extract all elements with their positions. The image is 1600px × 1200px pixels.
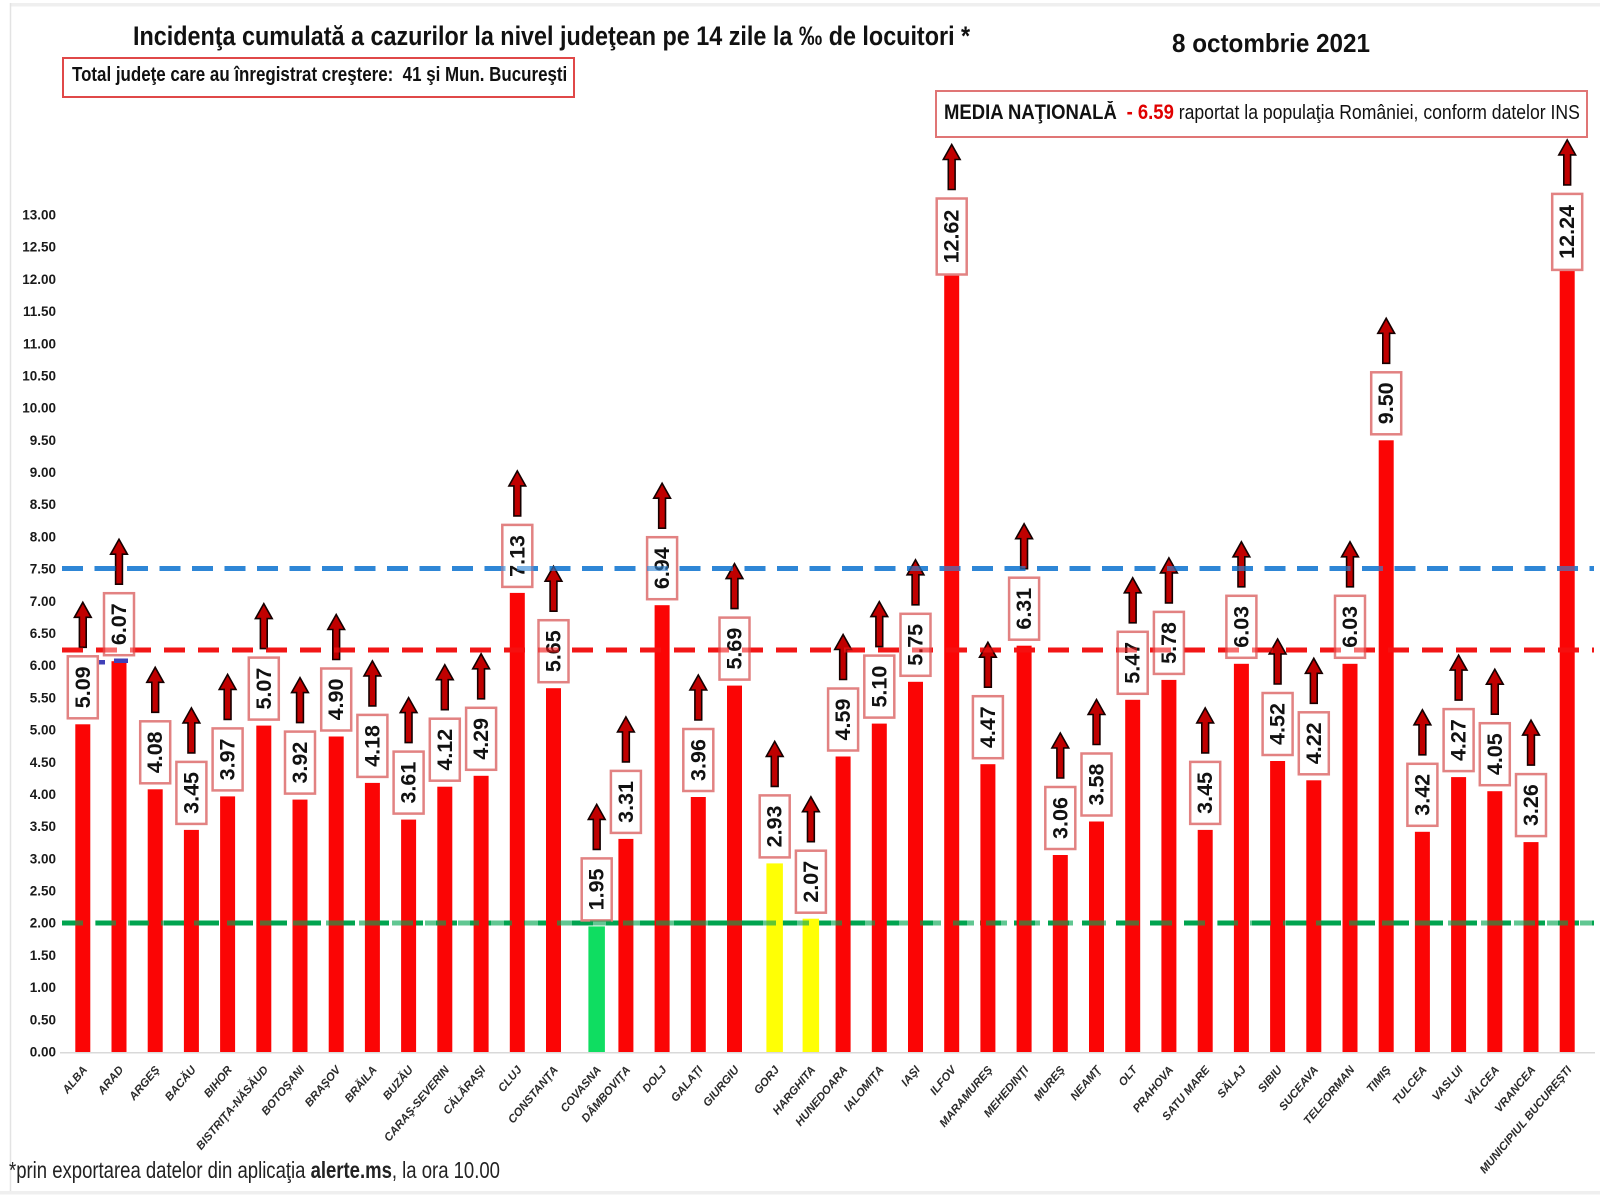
svg-text:3.31: 3.31 [614, 781, 638, 823]
svg-text:GIURGIU: GIURGIU [701, 1064, 742, 1110]
svg-text:4.12: 4.12 [433, 729, 457, 771]
svg-text:6.31: 6.31 [1012, 588, 1036, 630]
svg-text:13.00: 13.00 [22, 208, 56, 223]
svg-text:2.93: 2.93 [763, 805, 787, 847]
svg-text:4.27: 4.27 [1447, 719, 1471, 761]
svg-text:2.50: 2.50 [30, 884, 56, 899]
svg-text:IAŞI: IAŞI [899, 1064, 923, 1089]
svg-text:TULCEA: TULCEA [1391, 1064, 1430, 1107]
svg-text:SIBIU: SIBIU [1256, 1064, 1285, 1096]
svg-text:4.90: 4.90 [324, 679, 348, 721]
svg-text:4.18: 4.18 [360, 725, 384, 767]
svg-text:VASLUI: VASLUI [1430, 1064, 1466, 1104]
svg-text:12.00: 12.00 [22, 272, 56, 287]
svg-text:3.06: 3.06 [1048, 797, 1072, 839]
svg-text:7.50: 7.50 [30, 562, 56, 577]
svg-text:8.00: 8.00 [30, 529, 56, 544]
svg-text:4.29: 4.29 [469, 718, 493, 760]
svg-text:12.24: 12.24 [1555, 205, 1579, 259]
svg-text:12.62: 12.62 [940, 210, 964, 264]
svg-text:BRAŞOV: BRAŞOV [303, 1063, 344, 1109]
svg-text:3.00: 3.00 [30, 851, 56, 866]
svg-text:5.09: 5.09 [71, 666, 95, 708]
svg-text:1.50: 1.50 [30, 948, 56, 963]
svg-text:3.92: 3.92 [288, 742, 312, 784]
svg-text:BUZĂU: BUZĂU [380, 1063, 416, 1102]
svg-text:ARGEŞ: ARGEŞ [127, 1064, 163, 1104]
svg-text:5.00: 5.00 [30, 723, 56, 738]
svg-text:OLT: OLT [1117, 1063, 1141, 1088]
svg-text:4.05: 4.05 [1483, 733, 1507, 775]
svg-text:BIHOR: BIHOR [202, 1064, 235, 1100]
svg-text:3.96: 3.96 [686, 739, 710, 781]
svg-text:SĂLAJ: SĂLAJ [1215, 1063, 1249, 1100]
svg-text:DOLJ: DOLJ [641, 1064, 670, 1095]
svg-text:10.50: 10.50 [22, 369, 56, 384]
svg-text:8.50: 8.50 [30, 497, 56, 512]
svg-text:9.00: 9.00 [30, 465, 56, 480]
svg-text:4.50: 4.50 [30, 755, 56, 770]
svg-text:6.07: 6.07 [107, 603, 131, 645]
svg-text:5.50: 5.50 [30, 690, 56, 705]
svg-text:6.03: 6.03 [1338, 606, 1362, 648]
svg-text:BACĂU: BACĂU [162, 1063, 199, 1103]
svg-text:NEAMŢ: NEAMŢ [1069, 1063, 1105, 1103]
svg-text:3.42: 3.42 [1410, 774, 1434, 816]
svg-text:BRĂILA: BRĂILA [342, 1064, 380, 1105]
svg-text:3.97: 3.97 [216, 738, 240, 780]
svg-text:2.07: 2.07 [799, 861, 823, 903]
svg-text:ALBA: ALBA [60, 1064, 90, 1097]
svg-text:5.78: 5.78 [1157, 622, 1181, 664]
svg-text:3.45: 3.45 [179, 772, 203, 814]
svg-text:4.52: 4.52 [1266, 703, 1290, 745]
svg-text:11.00: 11.00 [23, 336, 56, 351]
svg-text:1.95: 1.95 [585, 868, 609, 910]
svg-text:5.10: 5.10 [867, 666, 891, 708]
svg-text:6.00: 6.00 [30, 658, 56, 673]
svg-text:9.50: 9.50 [1374, 382, 1398, 424]
svg-text:ARAD: ARAD [95, 1064, 126, 1098]
svg-text:7.00: 7.00 [30, 594, 56, 609]
svg-text:4.08: 4.08 [143, 731, 167, 773]
svg-text:CLUJ: CLUJ [496, 1064, 525, 1095]
svg-text:0.50: 0.50 [30, 1012, 56, 1027]
svg-text:GALAŢI: GALAŢI [669, 1064, 706, 1105]
svg-text:4.00: 4.00 [30, 787, 56, 802]
svg-text:10.00: 10.00 [22, 401, 56, 416]
svg-text:CARAŞ-SEVERIN: CARAŞ-SEVERIN [382, 1064, 452, 1145]
svg-text:9.50: 9.50 [30, 433, 56, 448]
svg-text:3.26: 3.26 [1519, 784, 1543, 826]
svg-text:4.22: 4.22 [1302, 722, 1326, 764]
svg-text:4.47: 4.47 [976, 706, 1000, 748]
svg-text:ILFOV: ILFOV [928, 1063, 960, 1097]
svg-text:5.75: 5.75 [904, 624, 928, 666]
svg-text:5.07: 5.07 [252, 668, 276, 710]
svg-text:11.50: 11.50 [23, 304, 56, 319]
svg-text:3.50: 3.50 [30, 819, 56, 834]
svg-text:MUREŞ: MUREŞ [1032, 1064, 1068, 1104]
svg-text:0.00: 0.00 [30, 1045, 56, 1060]
svg-text:1.00: 1.00 [30, 980, 56, 995]
svg-text:VÂLCEA: VÂLCEA [1462, 1064, 1502, 1108]
svg-text:3.45: 3.45 [1193, 772, 1217, 814]
svg-text:GORJ: GORJ [752, 1064, 782, 1097]
svg-text:BISTRIŢA-NĂSĂUD: BISTRIŢA-NĂSĂUD [194, 1064, 271, 1153]
svg-text:TIMIŞ: TIMIŞ [1365, 1064, 1394, 1095]
svg-text:2.00: 2.00 [30, 916, 56, 931]
svg-text:6.03: 6.03 [1229, 606, 1253, 648]
svg-text:4.59: 4.59 [831, 699, 855, 741]
svg-text:6.50: 6.50 [30, 626, 56, 641]
svg-text:12.50: 12.50 [22, 240, 56, 255]
svg-text:3.61: 3.61 [397, 762, 421, 804]
svg-text:3.58: 3.58 [1085, 764, 1109, 806]
